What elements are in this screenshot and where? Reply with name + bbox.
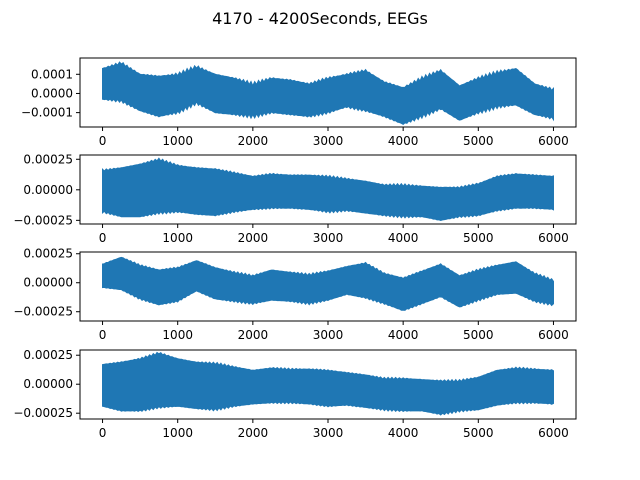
y-tick-label: 0.00025 [23, 152, 73, 166]
eeg-signal-1 [102, 61, 554, 126]
x-tick-label: 5000 [463, 426, 494, 440]
eeg-signal-3 [102, 256, 554, 311]
x-tick-label: 0 [99, 134, 107, 148]
subplot-2: 0 1000 2000 3000 4000 5000 6000 0.00025 0.00000 −… [13, 152, 577, 245]
x-tick-label: 3000 [313, 231, 344, 245]
x-tick-label: 1000 [162, 231, 193, 245]
y-tick-label: 0.0000 [31, 86, 73, 100]
x-tick-label: 2000 [238, 134, 269, 148]
y-tick-label: 0.00025 [23, 348, 73, 362]
y-tick-label: 0.00000 [23, 183, 73, 197]
y-tick-label: −0.0001 [21, 106, 73, 120]
x-tick-label: 4000 [388, 426, 419, 440]
x-tick-label: 1000 [162, 426, 193, 440]
eeg-signal-2 [102, 157, 554, 222]
x-tick-label: 3000 [313, 134, 344, 148]
y-tick-label: −0.00025 [13, 305, 73, 319]
x-tick-label: 2000 [238, 231, 269, 245]
subplot-1: 0 1000 2000 3000 4000 5000 6000 0.0001 0.0000 −0.… [21, 57, 577, 148]
subplots: 0 1000 2000 3000 4000 5000 6000 0.0001 0.0000 −0.… [13, 57, 577, 440]
x-tick-label: 0 [99, 231, 107, 245]
y-tick-label: 0.0001 [31, 67, 73, 81]
x-tick-label: 4000 [388, 134, 419, 148]
x-tick-label: 4000 [388, 328, 419, 342]
x-tick-label: 5000 [463, 231, 494, 245]
subplot-3: 0 1000 2000 3000 4000 5000 6000 0.00025 0.00000 −… [13, 247, 577, 342]
x-tick-label: 1000 [162, 134, 193, 148]
x-tick-label: 6000 [538, 426, 569, 440]
subplot-4: 0 1000 2000 3000 4000 5000 6000 0.00025 0.00000 −… [13, 348, 577, 440]
y-tick-label: −0.00025 [13, 406, 73, 420]
x-tick-label: 5000 [463, 134, 494, 148]
x-tick-label: 1000 [162, 328, 193, 342]
y-tick-label: 0.00000 [23, 377, 73, 391]
y-tick-label: 0.00000 [23, 276, 73, 290]
x-tick-label: 3000 [313, 328, 344, 342]
eeg-signal-4 [102, 351, 554, 416]
y-tick-label: 0.00025 [23, 247, 73, 261]
x-tick-label: 6000 [538, 134, 569, 148]
x-tick-label: 2000 [238, 328, 269, 342]
x-tick-label: 5000 [463, 328, 494, 342]
x-tick-label: 6000 [538, 231, 569, 245]
x-tick-label: 6000 [538, 328, 569, 342]
x-tick-label: 0 [99, 426, 107, 440]
x-tick-label: 0 [99, 328, 107, 342]
y-tick-label: −0.00025 [13, 213, 73, 227]
x-tick-label: 3000 [313, 426, 344, 440]
x-tick-label: 2000 [238, 426, 269, 440]
figure-title: 4170 - 4200Seconds, EEGs [212, 9, 428, 28]
x-tick-label: 4000 [388, 231, 419, 245]
